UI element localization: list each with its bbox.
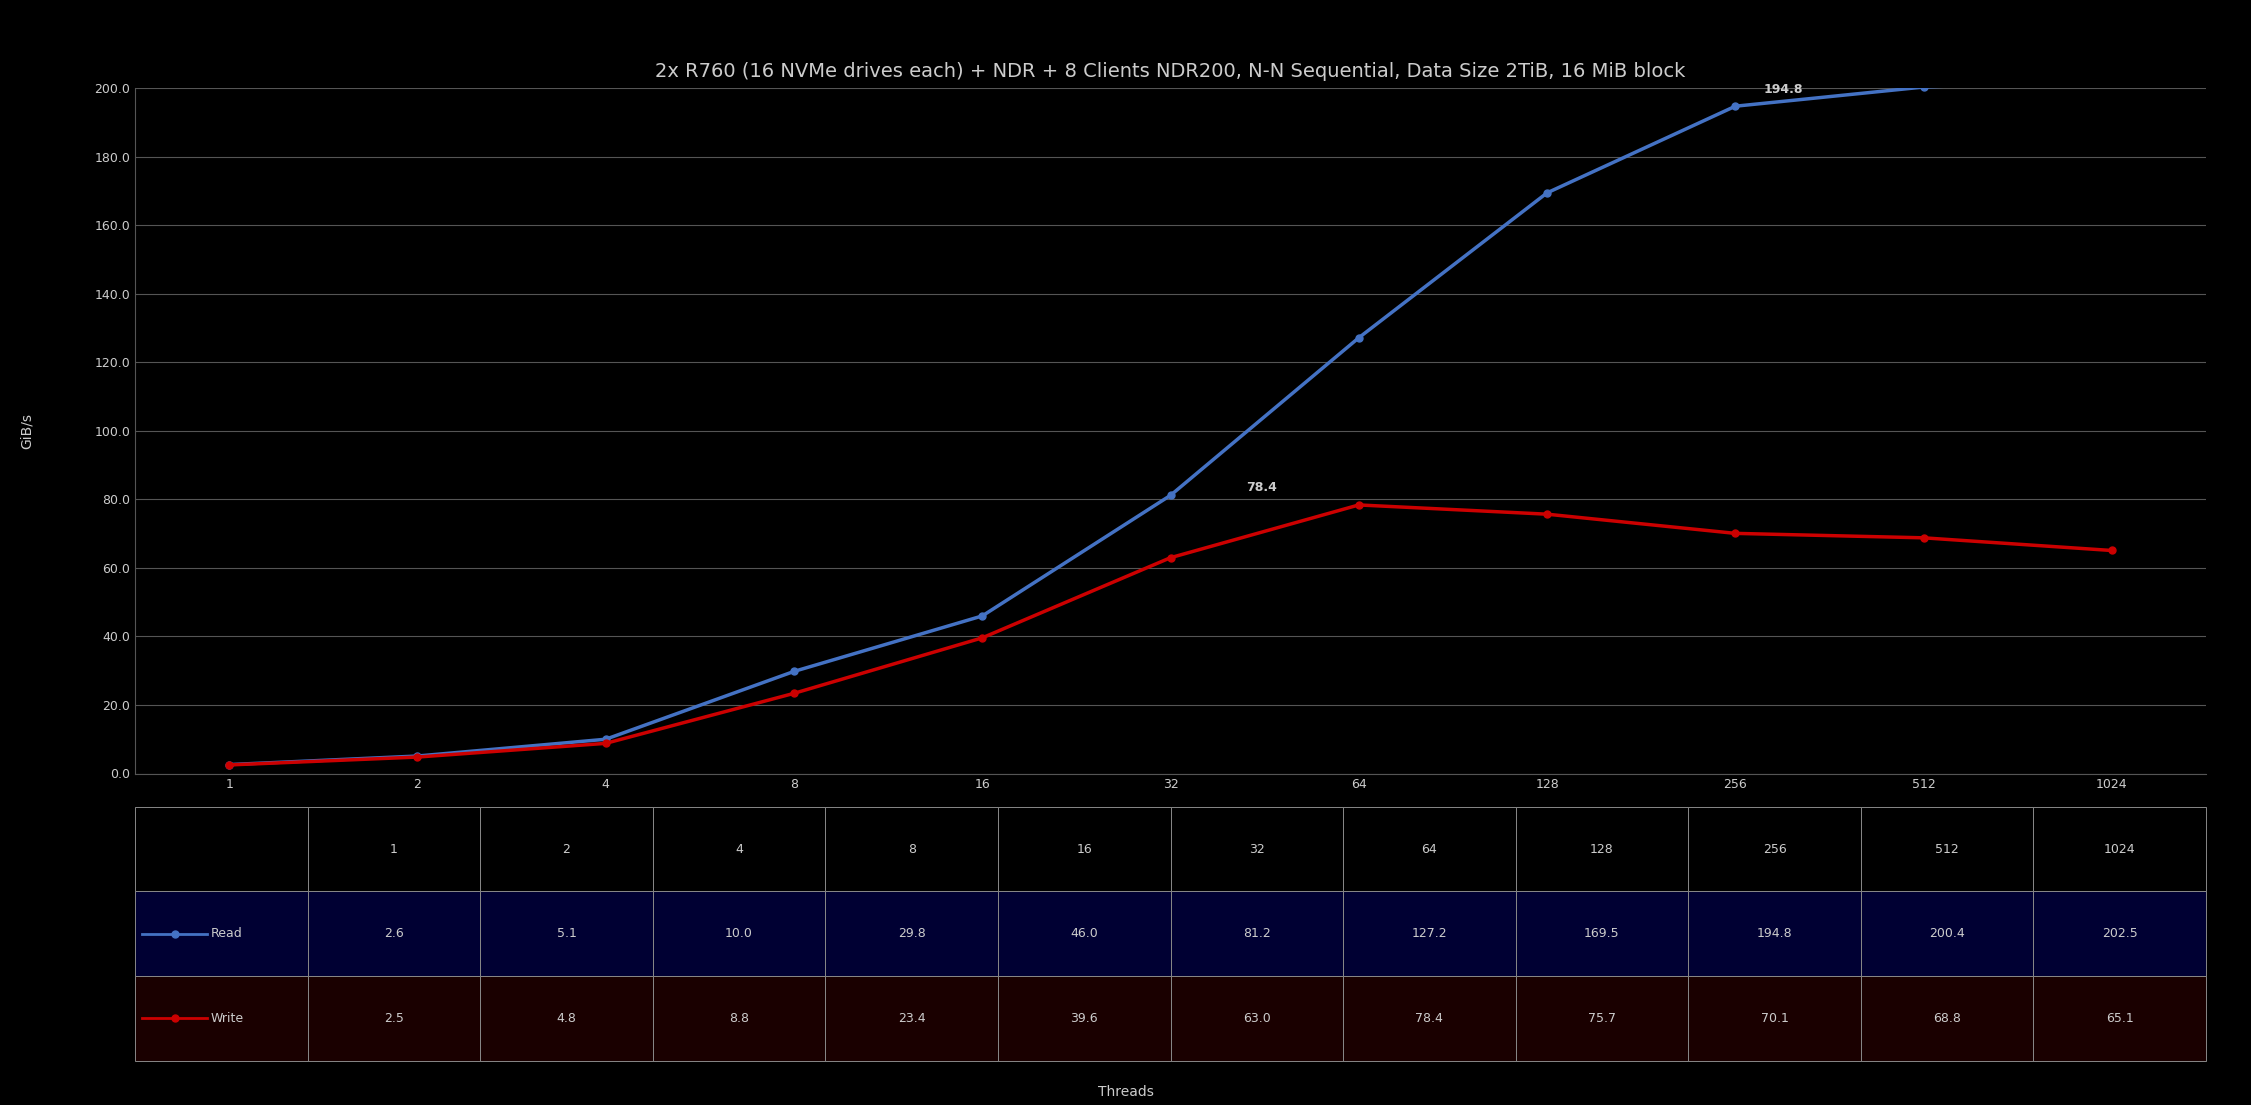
Text: 39.6: 39.6 — [1071, 1012, 1098, 1025]
Text: 32: 32 — [1249, 842, 1265, 855]
Text: 78.4: 78.4 — [1245, 482, 1276, 494]
Text: 1024: 1024 — [2105, 842, 2136, 855]
Text: GiB/s: GiB/s — [20, 413, 34, 449]
Text: 68.8: 68.8 — [1934, 1012, 1961, 1025]
Text: 4.8: 4.8 — [556, 1012, 576, 1025]
Text: 29.8: 29.8 — [898, 927, 925, 940]
Text: 81.2: 81.2 — [1243, 927, 1270, 940]
Text: 2.6: 2.6 — [385, 927, 403, 940]
Text: 5.1: 5.1 — [556, 927, 576, 940]
Text: 16: 16 — [1076, 842, 1092, 855]
Text: Write: Write — [212, 1012, 243, 1025]
Text: Read: Read — [212, 927, 243, 940]
Text: 4: 4 — [736, 842, 743, 855]
Text: Threads: Threads — [1098, 1085, 1153, 1099]
Text: 8.8: 8.8 — [729, 1012, 750, 1025]
Title: 2x R760 (16 NVMe drives each) + NDR + 8 Clients NDR200, N-N Sequential, Data Siz: 2x R760 (16 NVMe drives each) + NDR + 8 … — [655, 62, 1686, 82]
Text: 169.5: 169.5 — [1585, 927, 1621, 940]
Text: 200.4: 200.4 — [1929, 927, 1965, 940]
Text: 63.0: 63.0 — [1243, 1012, 1270, 1025]
Text: 127.2: 127.2 — [1411, 927, 1447, 940]
Text: 78.4: 78.4 — [1416, 1012, 1443, 1025]
Text: 70.1: 70.1 — [1760, 1012, 1790, 1025]
Text: 46.0: 46.0 — [1071, 927, 1098, 940]
Text: 2: 2 — [563, 842, 570, 855]
Text: 10.0: 10.0 — [725, 927, 754, 940]
Text: 75.7: 75.7 — [1587, 1012, 1616, 1025]
Text: 64: 64 — [1423, 842, 1436, 855]
Text: 202.5: 202.5 — [2102, 927, 2138, 940]
Text: 256: 256 — [1763, 842, 1787, 855]
Text: 194.8: 194.8 — [1763, 83, 1803, 95]
Text: 194.8: 194.8 — [1756, 927, 1792, 940]
Text: 512: 512 — [1936, 842, 1958, 855]
Text: 1: 1 — [389, 842, 398, 855]
Text: 23.4: 23.4 — [898, 1012, 925, 1025]
Text: 2.5: 2.5 — [385, 1012, 403, 1025]
Text: 128: 128 — [1589, 842, 1614, 855]
Text: 8: 8 — [907, 842, 916, 855]
Text: 65.1: 65.1 — [2107, 1012, 2134, 1025]
